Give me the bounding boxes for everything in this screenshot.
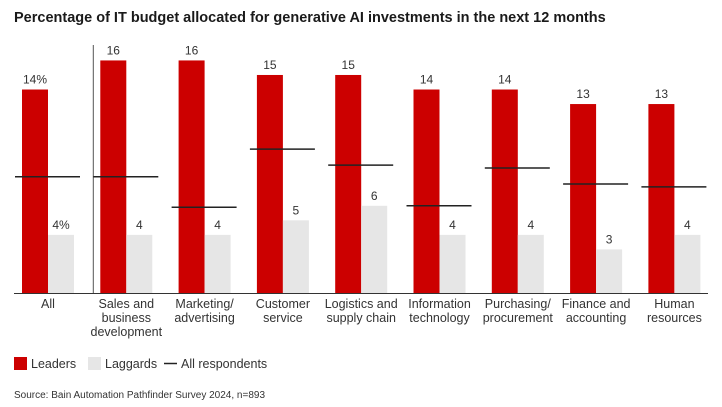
value-label-laggards: 4% <box>52 218 70 232</box>
bar-leaders <box>256 74 283 293</box>
bar-laggards <box>126 234 153 293</box>
bar-leaders <box>648 104 675 293</box>
value-label-leaders: 14 <box>420 73 434 87</box>
bars <box>22 60 701 293</box>
value-label-leaders: 13 <box>576 87 590 101</box>
source-note: Source: Bain Automation Pathfinder Surve… <box>14 390 265 401</box>
bar-leaders <box>335 74 362 293</box>
category-label: All <box>41 297 55 311</box>
value-label-leaders: 15 <box>342 58 356 72</box>
value-label-leaders: 16 <box>107 43 121 57</box>
bar-leaders <box>178 60 205 293</box>
all-respondents-lines <box>15 148 707 208</box>
bar-laggards <box>204 234 231 293</box>
value-label-leaders: 16 <box>185 43 199 57</box>
value-label-leaders: 15 <box>263 58 277 72</box>
value-label-laggards: 3 <box>606 232 613 246</box>
legend-label-all-respondents: All respondents <box>181 357 267 371</box>
bar-laggards <box>517 234 544 293</box>
value-label-laggards: 4 <box>527 218 534 232</box>
category-label: Customer service <box>256 297 310 325</box>
chart-title: Percentage of IT budget allocated for ge… <box>14 10 606 26</box>
category-label: Finance and accounting <box>562 297 631 325</box>
value-label-laggards: 6 <box>371 189 378 203</box>
category-label: Purchasing/procurement <box>483 297 554 325</box>
category-label: Logistics and supply chain <box>325 297 398 325</box>
bar-leaders <box>491 89 518 293</box>
bar-leaders <box>413 89 440 293</box>
value-label-laggards: 4 <box>684 218 691 232</box>
legend-label-laggards: Laggards <box>105 357 157 371</box>
bar-laggards <box>361 205 388 293</box>
bar-leaders <box>22 89 48 293</box>
bar-laggards <box>48 234 74 293</box>
value-label-leaders: 13 <box>655 87 669 101</box>
value-label-laggards: 4 <box>449 218 456 232</box>
bar-laggards <box>674 234 701 293</box>
category-label: Human resources <box>647 297 702 325</box>
value-labels: 14% 4% 16 4 16 4 15 5 15 6 14 4 14 4 13 3 13 4 <box>23 43 691 246</box>
legend-label-leaders: Leaders <box>31 357 76 371</box>
category-label: Sales and business development <box>91 297 163 339</box>
legend: Leaders Laggards All respondents <box>14 357 267 371</box>
bar-laggards <box>282 220 309 293</box>
category-label: Information technology <box>408 297 471 325</box>
legend-swatch-leaders <box>14 357 27 370</box>
bar-laggards <box>596 249 623 293</box>
value-label-laggards: 4 <box>136 218 143 232</box>
legend-swatch-laggards <box>88 357 101 370</box>
value-label-leaders: 14% <box>23 73 47 87</box>
category-label: Marketing/advertising <box>174 297 234 325</box>
bar-leaders <box>570 104 597 293</box>
bar-laggards <box>439 234 466 293</box>
category-labels: All Sales and business development Marketing… <box>41 297 702 339</box>
value-label-laggards: 4 <box>214 218 221 232</box>
value-label-leaders: 14 <box>498 73 512 87</box>
value-label-laggards: 5 <box>293 203 300 217</box>
